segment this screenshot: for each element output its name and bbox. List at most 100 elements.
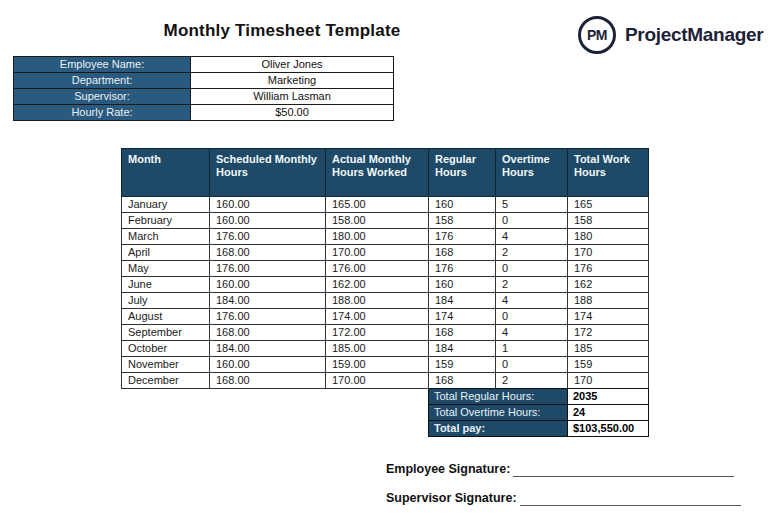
actual-hours-cell[interactable]: 188.00 [326,293,429,309]
month-cell: July [122,293,210,309]
scheduled-hours-cell[interactable]: 160.00 [210,213,326,229]
overtime-hours-cell[interactable]: 0 [496,357,568,373]
hourly-rate-label: Hourly Rate: [14,105,191,121]
total-overtime-hours-value[interactable]: 24 [568,405,649,421]
total-hours-cell[interactable]: 185 [568,341,649,357]
month-cell: September [122,325,210,341]
regular-hours-cell[interactable]: 158 [429,213,496,229]
scheduled-hours-cell[interactable]: 160.00 [210,277,326,293]
scheduled-hours-cell[interactable]: 184.00 [210,341,326,357]
total-hours-cell[interactable]: 172 [568,325,649,341]
employee-signature-block: Employee Signature: [386,462,734,477]
overtime-hours-cell[interactable]: 4 [496,293,568,309]
regular-hours-cell[interactable]: 184 [429,293,496,309]
actual-hours-cell[interactable]: 172.00 [326,325,429,341]
month-cell: November [122,357,210,373]
supervisor-value[interactable]: William Lasman [191,89,394,105]
total-pay-value[interactable]: $103,550.00 [568,421,649,437]
overtime-hours-cell[interactable]: 0 [496,213,568,229]
total-hours-cell[interactable]: 170 [568,245,649,261]
total-hours-cell[interactable]: 158 [568,213,649,229]
regular-hours-cell[interactable]: 159 [429,357,496,373]
overtime-hours-cell[interactable]: 5 [496,197,568,213]
overtime-hours-cell[interactable]: 2 [496,245,568,261]
scheduled-hours-cell[interactable]: 176.00 [210,309,326,325]
regular-hours-cell[interactable]: 160 [429,197,496,213]
scheduled-hours-cell[interactable]: 184.00 [210,293,326,309]
supervisor-signature-block: Supervisor Signature: [386,491,741,506]
department-label: Department: [14,73,191,89]
regular-hours-cell[interactable]: 160 [429,277,496,293]
total-pay-label: Total pay: [429,421,568,437]
employee-name-label: Employee Name: [14,57,191,73]
total-hours-cell[interactable]: 174 [568,309,649,325]
month-cell: December [122,373,210,389]
table-row: September 168.00 172.00 168 4 172 [122,325,649,341]
regular-hours-cell[interactable]: 176 [429,261,496,277]
regular-hours-cell[interactable]: 168 [429,325,496,341]
supervisor-label: Supervisor: [14,89,191,105]
total-hours-cell[interactable]: 188 [568,293,649,309]
actual-hours-cell[interactable]: 176.00 [326,261,429,277]
department-value[interactable]: Marketing [191,73,394,89]
actual-hours-cell[interactable]: 170.00 [326,373,429,389]
total-hours-cell[interactable]: 170 [568,373,649,389]
actual-hours-cell[interactable]: 174.00 [326,309,429,325]
table-row: October 184.00 185.00 184 1 185 [122,341,649,357]
overtime-hours-cell[interactable]: 1 [496,341,568,357]
table-row: March 176.00 180.00 176 4 180 [122,229,649,245]
regular-hours-cell[interactable]: 184 [429,341,496,357]
regular-hours-cell[interactable]: 174 [429,309,496,325]
pm-monogram-icon: PM [578,16,616,54]
actual-hours-cell[interactable]: 185.00 [326,341,429,357]
overtime-hours-cell[interactable]: 0 [496,309,568,325]
scheduled-hours-cell[interactable]: 168.00 [210,373,326,389]
total-overtime-hours-row: Total Overtime Hours: 24 [429,405,649,421]
regular-hours-cell[interactable]: 168 [429,245,496,261]
table-row: November 160.00 159.00 159 0 159 [122,357,649,373]
scheduled-hours-cell[interactable]: 168.00 [210,245,326,261]
month-cell: October [122,341,210,357]
total-pay-row: Total pay: $103,550.00 [429,421,649,437]
overtime-hours-cell[interactable]: 4 [496,229,568,245]
hourly-rate-value[interactable]: $50.00 [191,105,394,121]
month-cell: August [122,309,210,325]
employee-signature-label: Employee Signature: [386,462,510,477]
scheduled-hours-cell[interactable]: 176.00 [210,229,326,245]
total-hours-cell[interactable]: 162 [568,277,649,293]
overtime-hours-cell[interactable]: 2 [496,277,568,293]
total-hours-cell[interactable]: 176 [568,261,649,277]
totals-table: Total Regular Hours: 2035 Total Overtime… [428,388,649,437]
scheduled-hours-cell[interactable]: 168.00 [210,325,326,341]
col-header-overtime-hours: Overtime Hours [496,149,568,197]
regular-hours-cell[interactable]: 176 [429,229,496,245]
total-hours-cell[interactable]: 165 [568,197,649,213]
info-row-hourly-rate: Hourly Rate: $50.00 [14,105,394,121]
timesheet-table: Month Scheduled Monthly Hours Actual Mon… [121,148,649,389]
actual-hours-cell[interactable]: 159.00 [326,357,429,373]
projectmanager-logo: PM ProjectManager [578,16,763,54]
total-regular-hours-value[interactable]: 2035 [568,389,649,405]
supervisor-signature-line[interactable] [520,492,741,506]
actual-hours-cell[interactable]: 158.00 [326,213,429,229]
table-row: May 176.00 176.00 176 0 176 [122,261,649,277]
page-title: Monthly Timesheet Template [116,21,448,41]
info-row-department: Department: Marketing [14,73,394,89]
overtime-hours-cell[interactable]: 0 [496,261,568,277]
regular-hours-cell[interactable]: 168 [429,373,496,389]
actual-hours-cell[interactable]: 170.00 [326,245,429,261]
overtime-hours-cell[interactable]: 2 [496,373,568,389]
total-hours-cell[interactable]: 159 [568,357,649,373]
col-header-total-work-hours: Total Work Hours [568,149,649,197]
scheduled-hours-cell[interactable]: 160.00 [210,357,326,373]
scheduled-hours-cell[interactable]: 176.00 [210,261,326,277]
employee-signature-line[interactable] [513,463,734,477]
actual-hours-cell[interactable]: 180.00 [326,229,429,245]
overtime-hours-cell[interactable]: 4 [496,325,568,341]
employee-name-value[interactable]: Oliver Jones [191,57,394,73]
actual-hours-cell[interactable]: 162.00 [326,277,429,293]
scheduled-hours-cell[interactable]: 160.00 [210,197,326,213]
actual-hours-cell[interactable]: 165.00 [326,197,429,213]
month-cell: April [122,245,210,261]
total-hours-cell[interactable]: 180 [568,229,649,245]
